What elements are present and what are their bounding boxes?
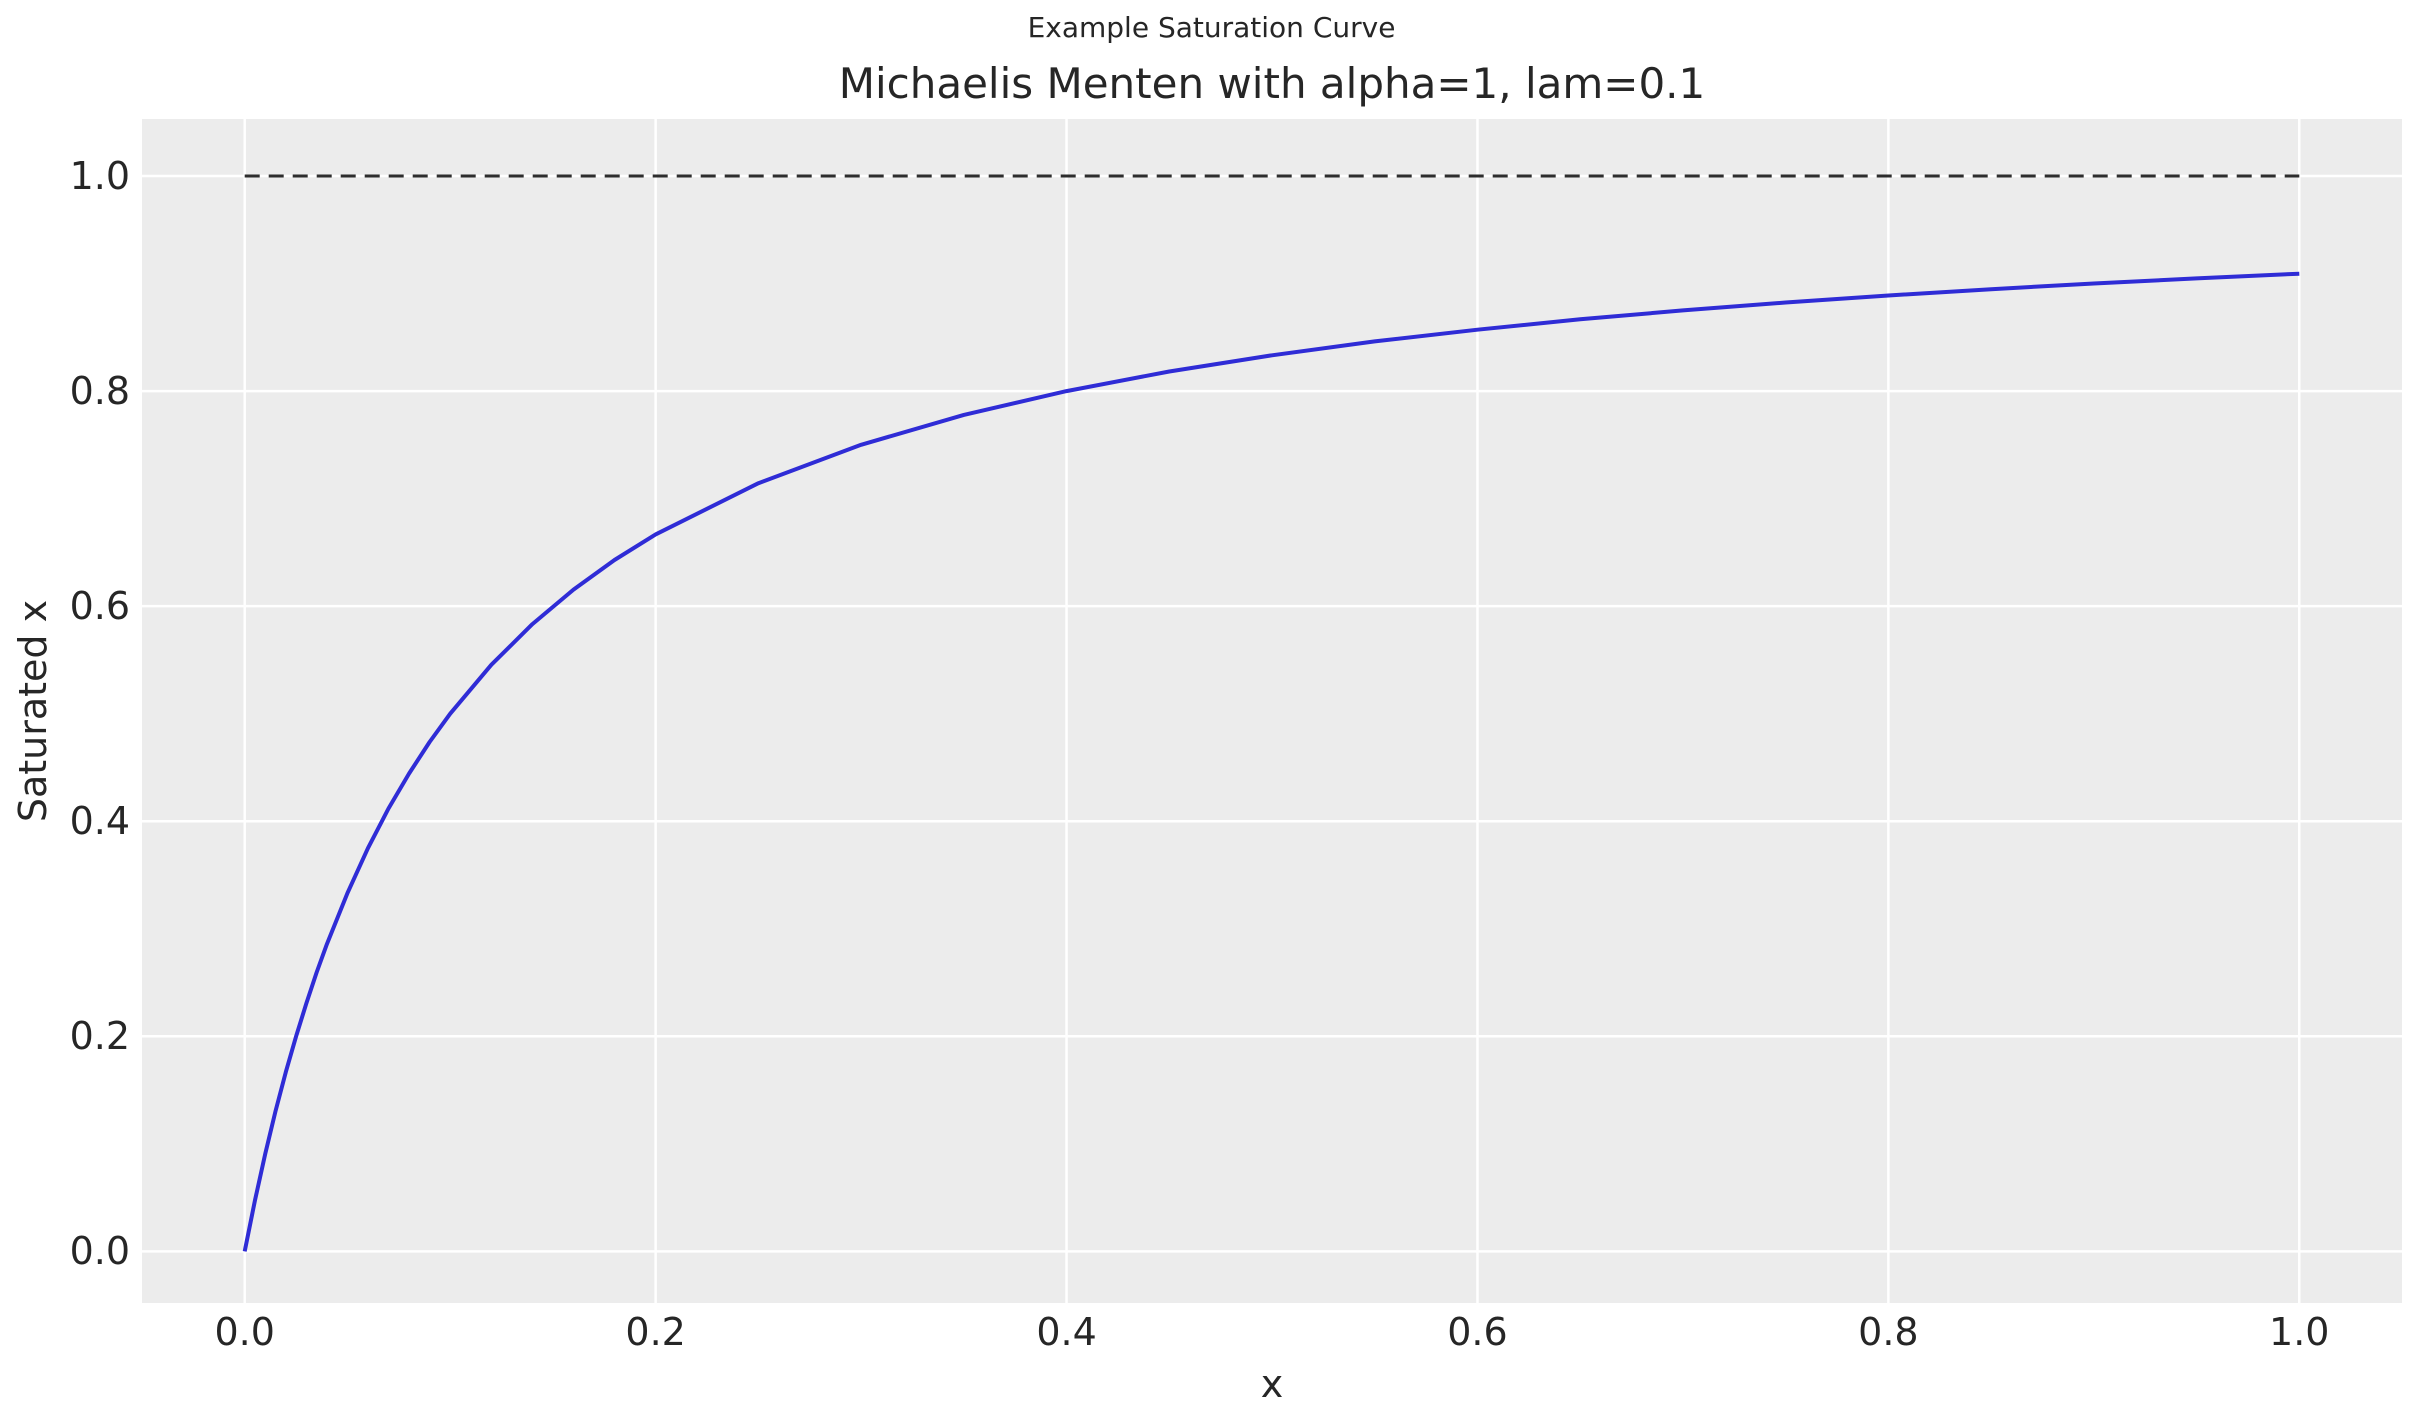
y-tick-label: 0.2 [69, 1014, 130, 1059]
y-tick-label: 0.0 [69, 1229, 130, 1274]
x-tick-label: 0.0 [214, 1310, 275, 1354]
plot-canvas [142, 119, 2402, 1303]
x-tick-labels: 0.0 0.2 0.4 0.6 0.8 1.0 [142, 1310, 2402, 1360]
x-tick-label: 0.4 [1036, 1310, 1097, 1354]
y-tick-label: 0.6 [69, 584, 130, 629]
figure-suptitle: Example Saturation Curve [1027, 11, 1396, 44]
y-tick-label: 0.8 [69, 369, 130, 414]
michaelis-menten-curve-line [242, 271, 2300, 1252]
plot-area [142, 119, 2402, 1303]
y-tick-label: 0.4 [69, 799, 130, 844]
axes-title: Michaelis Menten with alpha=1, lam=0.1 [838, 59, 1706, 108]
x-tick-label: 0.6 [1447, 1310, 1508, 1354]
x-tick-label: 0.2 [625, 1310, 686, 1354]
x-tick-label: 0.8 [1858, 1310, 1919, 1354]
x-axis-label: x [1260, 1362, 1284, 1406]
x-tick-label: 1.0 [2269, 1310, 2330, 1354]
y-tick-labels: 0.0 0.2 0.4 0.6 0.8 1.0 [0, 119, 130, 1303]
y-tick-label: 1.0 [69, 153, 130, 198]
